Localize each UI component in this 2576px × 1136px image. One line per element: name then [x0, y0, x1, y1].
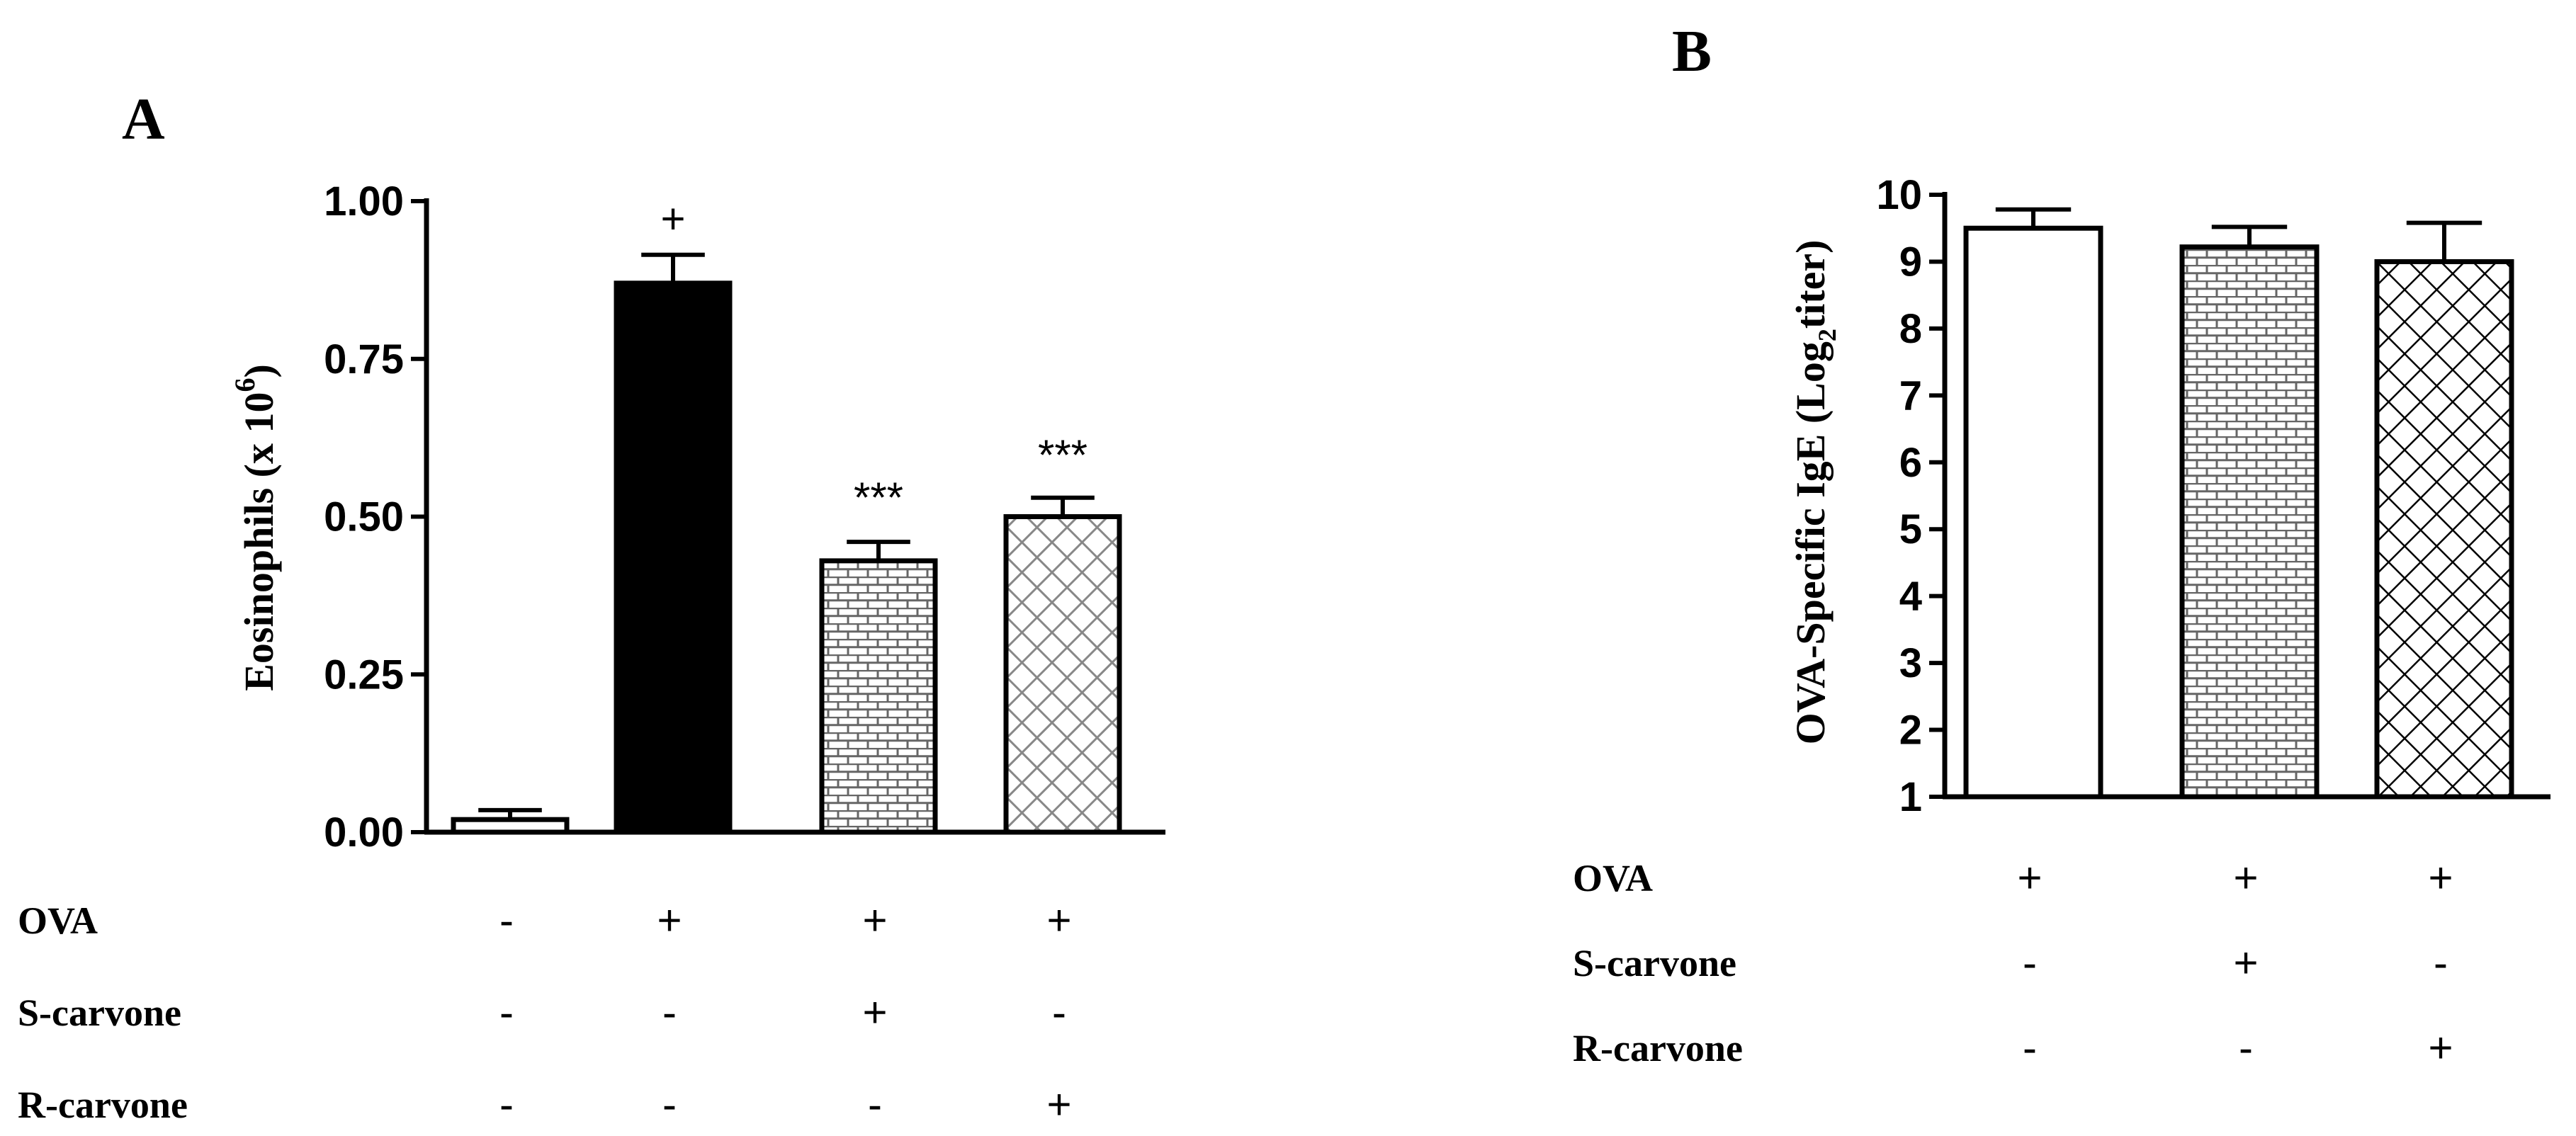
panel-b-bar	[2374, 259, 2514, 800]
panel-a-treatment-sign: -	[868, 1081, 882, 1128]
panel-a-bar-annotation: +	[660, 195, 685, 243]
panel-b-treatment-sign: +	[2233, 939, 2258, 987]
panel-a-chart: 0.00 0.25 0.50 0.75 1.00 + *** *** OVA - + + + S-carv…	[18, 178, 1165, 1128]
panel-a-treatment-sign: -	[662, 1081, 677, 1128]
panel-b-y-tick-label: 5	[1899, 506, 1922, 552]
panel-a-treatment-sign: +	[862, 897, 887, 944]
panel-a-bar-annotation: ***	[1038, 431, 1088, 479]
panel-b-y-tick-label: 8	[1899, 306, 1922, 352]
panel-a-treatment-sign: +	[657, 897, 682, 944]
panel-b-y-tick-label: 6	[1899, 440, 1922, 486]
panel-a-letter: A	[122, 86, 165, 152]
panel-b-treatment-sign: -	[2434, 939, 2448, 987]
panel-b-y-tick-label: 1	[1899, 774, 1922, 820]
panel-b-chart: 1 2 3 4 5 6 7 8 9 10 OVA + + + S-carvone - + - R-carvone - -…	[1573, 172, 2550, 1072]
panel-a-y-tick-label: 0.50	[324, 494, 404, 540]
panel-b-treatment-label: S-carvone	[1573, 942, 1736, 984]
panel-a-treatment-sign: -	[499, 897, 514, 944]
panel-a-treatment-label: R-carvone	[18, 1084, 188, 1126]
panel-a-bar	[819, 558, 938, 835]
panel-a-treatment-sign: -	[499, 1081, 514, 1128]
panel-a-bar	[451, 817, 570, 835]
panel-a-bar-annotation: ***	[854, 474, 903, 521]
panel-b-y-tick-label: 10	[1876, 172, 1922, 218]
panel-a-treatment-label: S-carvone	[18, 992, 181, 1034]
panel-b-y-axis-title: OVA-Specific IgE (Log2titer)	[1787, 240, 1841, 745]
panel-b-treatment-sign: +	[2428, 854, 2453, 902]
panel-b-bar	[2179, 244, 2320, 800]
panel-b-treatment-sign: -	[2023, 1024, 2037, 1072]
panel-b-treatment-label: OVA	[1573, 857, 1653, 899]
panel-a-y-axis-title: Eosinophils (x 106)	[229, 364, 282, 691]
panel-a-bar	[1003, 514, 1122, 835]
panel-b-treatment-sign: +	[2428, 1024, 2453, 1072]
panel-a-treatment-sign: +	[1046, 897, 1071, 944]
panel-a-bar	[614, 280, 733, 835]
panel-a-y-tick-label: 0.25	[324, 652, 404, 698]
panel-a-y-tick-label: 1.00	[324, 178, 404, 225]
panel-a-treatment-sign: -	[499, 989, 514, 1036]
panel-b-treatment-sign: +	[2017, 854, 2042, 902]
panel-b-y-tick-label: 7	[1899, 373, 1922, 419]
panel-a-treatment-sign: +	[1046, 1081, 1071, 1128]
panel-b-treatment-label: R-carvone	[1573, 1027, 1743, 1069]
panel-a-y-tick-label: 0.75	[324, 336, 404, 382]
panel-b-y-tick-label: 4	[1899, 574, 1922, 620]
panel-b-y-tick-label: 9	[1899, 239, 1922, 285]
panel-b-letter: B	[1672, 18, 1712, 84]
panel-a-treatment-sign: -	[1052, 989, 1066, 1036]
panel-b-treatment-sign: -	[2239, 1024, 2253, 1072]
panel-a-y-tick-label: 0.00	[324, 810, 404, 856]
panel-a-treatment-sign: +	[862, 989, 887, 1036]
panel-a-treatment-sign: -	[662, 989, 677, 1036]
panel-b-treatment-sign: -	[2023, 939, 2037, 987]
panel-b-treatment-sign: +	[2233, 854, 2258, 902]
panel-b-y-tick-label: 3	[1899, 640, 1922, 686]
panel-b-bar	[1963, 225, 2103, 800]
panel-a-treatment-label: OVA	[18, 899, 98, 942]
panel-b-y-tick-label: 2	[1899, 708, 1922, 754]
